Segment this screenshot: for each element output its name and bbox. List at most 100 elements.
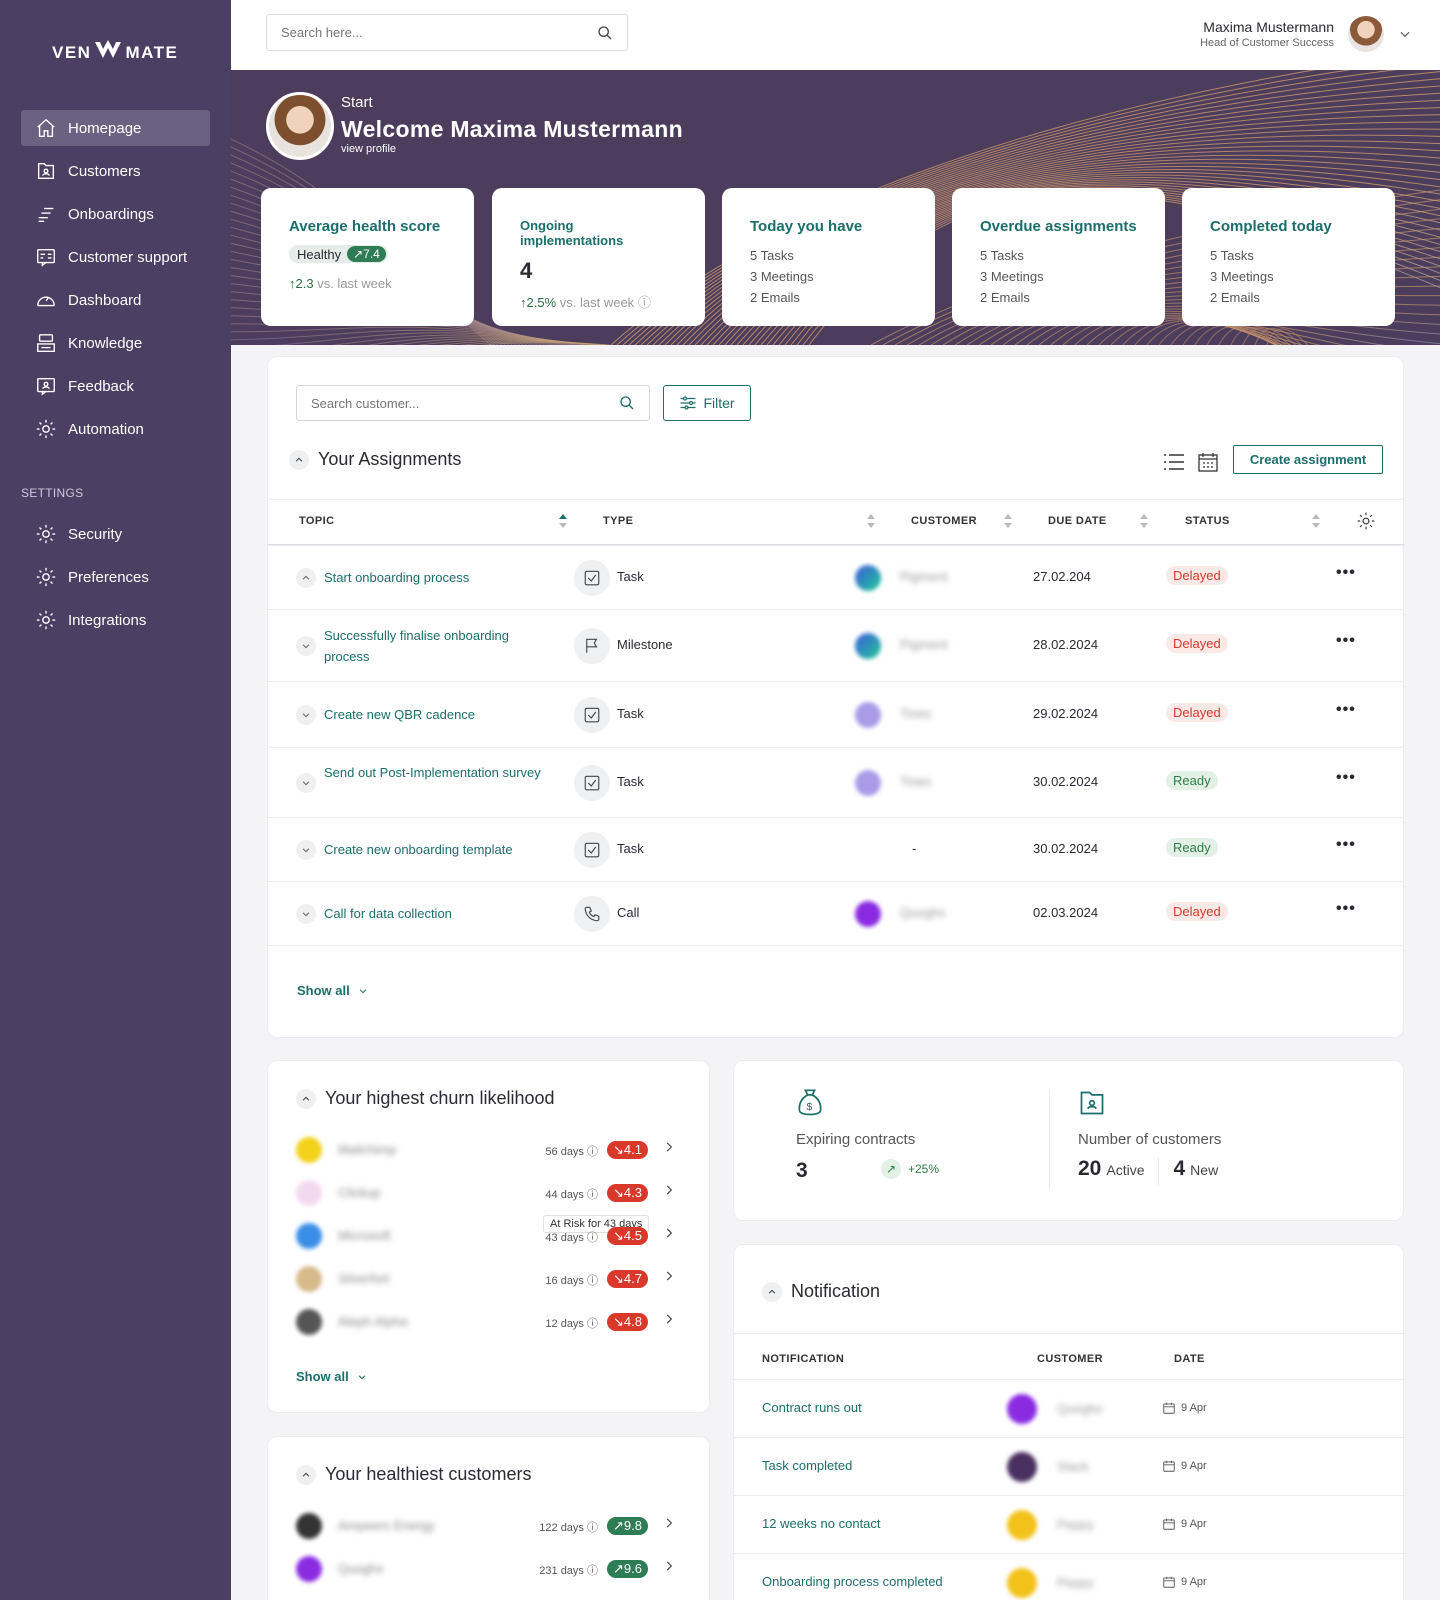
list-item[interactable]: Clickup 44 days ⓘ ↘4.3 [296,1180,676,1206]
more-options-icon[interactable]: ••• [1336,701,1356,718]
notification-text[interactable]: Task completed [762,1458,853,1473]
search-icon[interactable] [619,395,635,411]
row-topic[interactable]: Send out Post-Implementation survey [324,765,541,780]
more-options-icon[interactable]: ••• [1336,836,1356,853]
chevron-right-icon[interactable] [662,1312,676,1330]
row-topic[interactable]: Create new onboarding template [324,842,513,857]
chevron-up-icon[interactable] [289,449,309,470]
list-item[interactable]: Ampeers Energy 122 days ⓘ ↗9.8 [296,1513,676,1539]
overdue-card[interactable]: Overdue assignments 5 Tasks 3 Meetings 2… [952,188,1165,326]
info-icon[interactable]: ⓘ [637,295,651,310]
column-header-status[interactable]: STATUS [1185,515,1230,527]
list-item[interactable]: Silverfort 16 days ⓘ ↘4.7 [296,1266,676,1292]
sidebar-item-automation[interactable]: Automation [21,411,210,447]
row-topic[interactable]: Start onboarding process [324,570,470,585]
filter-button[interactable]: Filter [663,385,751,421]
table-row[interactable]: Send out Post-Implementation survey Task… [268,747,1404,817]
column-header-topic[interactable]: TOPIC [299,515,335,527]
chevron-right-icon[interactable] [662,1183,676,1201]
sort-icon[interactable] [1311,513,1321,529]
more-options-icon[interactable]: ••• [1336,632,1356,649]
sidebar-item-onboardings[interactable]: Onboardings [21,196,210,232]
sidebar-item-security[interactable]: Security [21,516,210,552]
list-item[interactable]: Mailchimp 56 days ⓘ ↘4.1 [296,1137,676,1163]
sort-icon[interactable] [866,513,876,529]
chevron-up-icon[interactable] [296,568,316,588]
sidebar-item-customer-support[interactable]: Customer support [21,239,210,275]
sidebar-item-homepage[interactable]: Homepage [21,110,210,146]
chevron-down-icon[interactable] [296,705,316,725]
hero-avatar[interactable] [266,92,334,160]
sort-icon[interactable] [1139,513,1149,529]
chevron-down-icon[interactable] [296,636,316,656]
gear-icon[interactable] [1356,511,1376,531]
more-options-icon[interactable]: ••• [1336,769,1356,786]
column-header-customer[interactable]: CUSTOMER [911,515,977,527]
chevron-right-icon[interactable] [662,1516,676,1534]
sidebar-item-customers[interactable]: Customers [21,153,210,189]
chevron-down-icon[interactable] [296,840,316,860]
table-row[interactable]: Contract runs out Quoghs 9 Apr [734,1379,1407,1437]
list-view-icon[interactable] [1164,453,1184,471]
list-item[interactable]: Aleph Alpha 12 days ⓘ ↘4.8 [296,1309,676,1335]
chevron-right-icon[interactable] [662,1559,676,1577]
chevron-down-icon[interactable] [1398,27,1412,41]
chevron-right-icon[interactable] [662,1226,676,1244]
info-icon[interactable]: ⓘ [587,1232,598,1244]
notification-text[interactable]: Contract runs out [762,1400,862,1415]
table-row[interactable]: Start onboarding process Task Pigment 27… [268,545,1404,609]
health-score-card[interactable]: Average health score Healthy ↗7.4 ↑2.3 v… [261,188,474,326]
row-topic[interactable]: Create new QBR cadence [324,707,476,722]
notification-text[interactable]: Onboarding process completed [762,1574,943,1589]
more-options-icon[interactable]: ••• [1336,900,1356,917]
column-header-due-date[interactable]: DUE DATE [1048,515,1107,527]
table-row[interactable]: Task completed Slack 9 Apr [734,1437,1407,1495]
chevron-down-icon[interactable] [296,773,316,793]
table-row[interactable]: Create new onboarding template Task - 30… [268,817,1404,881]
chevron-down-icon[interactable] [296,904,316,924]
table-row[interactable]: Onboarding process completed Peppy 9 Apr [734,1553,1407,1600]
global-search[interactable] [266,14,628,51]
chevron-right-icon[interactable] [662,1269,676,1287]
create-assignment-button[interactable]: Create assignment [1233,445,1383,474]
sort-icon[interactable] [558,513,568,529]
info-icon[interactable]: ⓘ [587,1189,598,1201]
sidebar-item-dashboard[interactable]: Dashboard [21,282,210,318]
search-icon[interactable] [597,25,613,41]
row-topic[interactable]: Successfully finalise onboarding process [324,628,509,664]
info-icon[interactable]: ⓘ [587,1275,598,1287]
user-menu[interactable]: Maxima Mustermann Head of Customer Succe… [1200,14,1412,54]
info-icon[interactable]: ⓘ [587,1565,598,1577]
table-row[interactable]: Successfully finalise onboarding process… [268,609,1404,681]
show-all-assignments-button[interactable]: Show all [297,983,368,998]
calendar-view-icon[interactable] [1198,452,1218,472]
global-search-input[interactable] [281,25,561,40]
brand-logo[interactable]: VEN MATE [52,40,178,65]
view-profile-link[interactable]: view profile [341,143,397,155]
chevron-up-icon[interactable] [762,1281,782,1302]
info-icon[interactable]: ⓘ [587,1522,598,1534]
info-icon[interactable]: ⓘ [587,1318,598,1330]
ongoing-implementations-card[interactable]: Ongoing implementations 4 ↑2.5% vs. last… [492,188,705,326]
chevron-right-icon[interactable] [662,1140,676,1158]
list-item[interactable]: Microsoft 43 days ⓘ ↘4.5 [296,1223,676,1249]
sidebar-item-knowledge[interactable]: Knowledge [21,325,210,361]
show-all-churn-button[interactable]: Show all [296,1369,367,1384]
customer-search-input[interactable] [311,395,591,411]
chevron-up-icon[interactable] [296,1088,316,1109]
table-row[interactable]: 12 weeks no contact Peppy 9 Apr [734,1495,1407,1553]
sidebar-item-preferences[interactable]: Preferences [21,559,210,595]
table-row[interactable]: Call for data collection Call Quoghs 02.… [268,881,1404,946]
sidebar-item-feedback[interactable]: Feedback [21,368,210,404]
info-icon[interactable]: ⓘ [587,1146,598,1158]
notification-text[interactable]: 12 weeks no contact [762,1516,881,1531]
customer-search[interactable] [296,385,650,421]
column-header-type[interactable]: TYPE [603,515,634,527]
chevron-up-icon[interactable] [296,1464,316,1485]
avatar[interactable] [1346,14,1386,54]
table-row[interactable]: Create new QBR cadence Task Tines 29.02.… [268,681,1404,747]
list-item[interactable]: Quoghs 231 days ⓘ ↗9.6 [296,1556,676,1582]
today-card[interactable]: Today you have 5 Tasks 3 Meetings 2 Emai… [722,188,935,326]
completed-card[interactable]: Completed today 5 Tasks 3 Meetings 2 Ema… [1182,188,1395,326]
sidebar-item-integrations[interactable]: Integrations [21,602,210,638]
